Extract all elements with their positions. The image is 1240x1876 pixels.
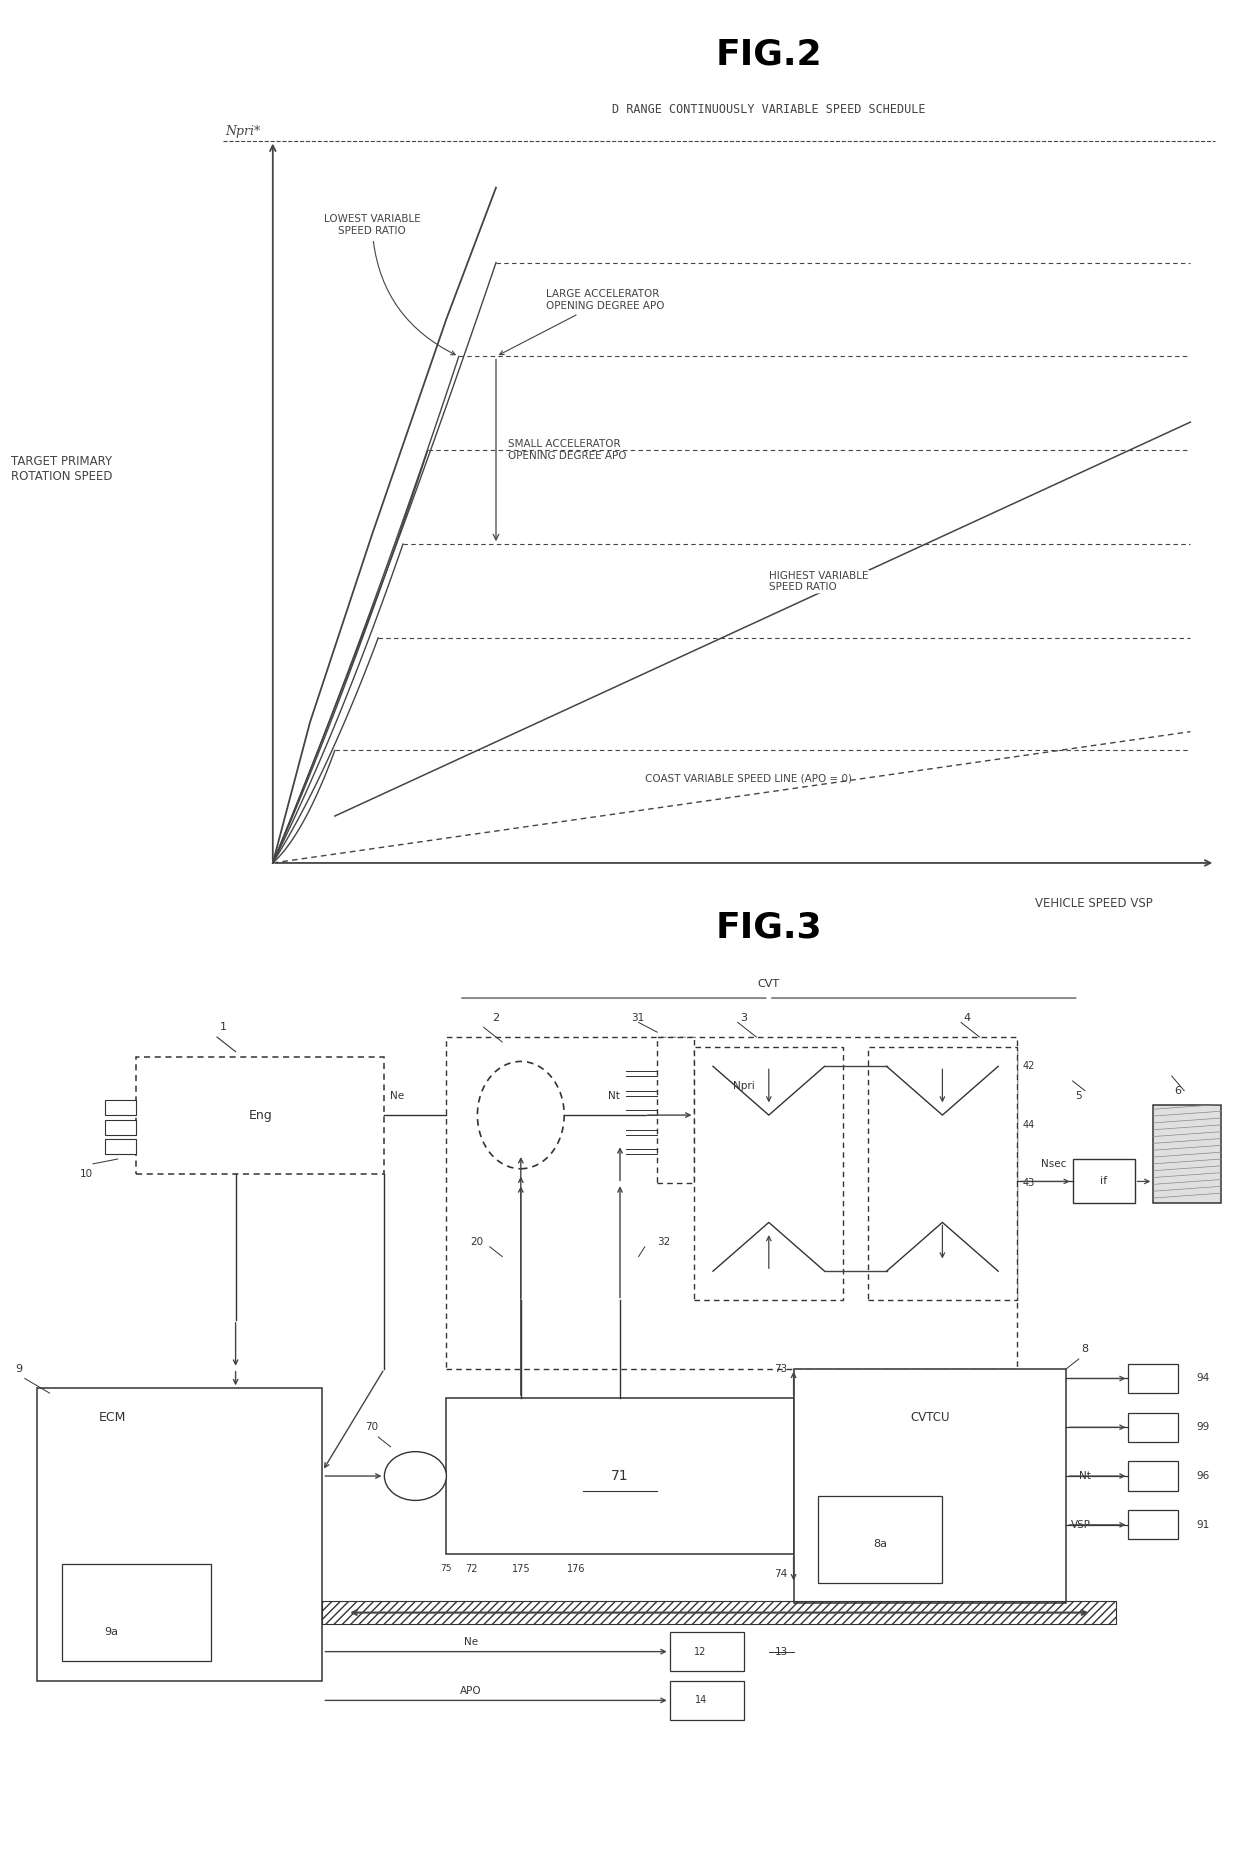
Text: 70: 70: [366, 1422, 378, 1431]
Text: 9: 9: [15, 1364, 22, 1373]
Ellipse shape: [477, 1062, 564, 1169]
Bar: [794, 1369, 1066, 1602]
Text: ▶: ▶: [418, 1471, 425, 1480]
Bar: [868, 1047, 1017, 1300]
Text: Nt: Nt: [608, 1090, 620, 1101]
Bar: [105, 1120, 136, 1135]
Text: HIGHEST VARIABLE
SPEED RATIO: HIGHEST VARIABLE SPEED RATIO: [769, 570, 868, 593]
Text: 2: 2: [492, 1013, 500, 1022]
Text: 5: 5: [1075, 1090, 1083, 1101]
Text: Eng: Eng: [248, 1109, 273, 1122]
Text: TARGET PRIMARY
ROTATION SPEED: TARGET PRIMARY ROTATION SPEED: [11, 456, 113, 482]
Text: FIG.3: FIG.3: [715, 910, 822, 944]
Text: if: if: [1100, 1176, 1107, 1186]
Text: Ne: Ne: [464, 1636, 479, 1647]
Bar: [105, 1101, 136, 1114]
Text: 32: 32: [657, 1236, 671, 1248]
Text: 12: 12: [694, 1647, 707, 1657]
Bar: [1128, 1364, 1178, 1394]
Bar: [1128, 1461, 1178, 1491]
Bar: [37, 1388, 322, 1681]
Text: 1: 1: [219, 1022, 227, 1032]
Text: 74: 74: [775, 1568, 787, 1578]
Text: APO: APO: [460, 1685, 482, 1696]
Text: 9a: 9a: [104, 1626, 119, 1638]
Bar: [670, 1681, 744, 1720]
Text: 42: 42: [1023, 1062, 1035, 1071]
Text: 3: 3: [740, 1013, 748, 1022]
Text: D RANGE CONTINUOUSLY VARIABLE SPEED SCHEDULE: D RANGE CONTINUOUSLY VARIABLE SPEED SCHE…: [613, 103, 925, 116]
Text: Nsec: Nsec: [1042, 1159, 1066, 1169]
Text: 14: 14: [694, 1696, 707, 1705]
Text: 99: 99: [1197, 1422, 1210, 1431]
Text: 72: 72: [465, 1565, 477, 1574]
Bar: [446, 1037, 1017, 1369]
Text: 43: 43: [1023, 1178, 1035, 1188]
Text: 44: 44: [1023, 1120, 1035, 1129]
Text: Npri: Npri: [733, 1081, 755, 1090]
Bar: [136, 1056, 384, 1174]
Bar: [670, 1632, 744, 1672]
Text: 20: 20: [470, 1236, 484, 1248]
Bar: [818, 1495, 942, 1583]
Text: COAST VARIABLE SPEED LINE (APO = 0): COAST VARIABLE SPEED LINE (APO = 0): [645, 773, 852, 784]
Bar: [657, 1037, 694, 1184]
Text: 8: 8: [1081, 1345, 1089, 1354]
Bar: [1128, 1510, 1178, 1540]
Bar: [1153, 1105, 1221, 1203]
Text: LARGE ACCELERATOR
OPENING DEGREE APO: LARGE ACCELERATOR OPENING DEGREE APO: [500, 289, 665, 355]
Text: 75: 75: [440, 1565, 453, 1574]
Text: Nt: Nt: [1079, 1471, 1091, 1480]
Text: Npri*: Npri*: [226, 126, 260, 137]
Text: VSP: VSP: [1071, 1520, 1091, 1529]
Bar: [1073, 1159, 1135, 1203]
Bar: [105, 1139, 136, 1154]
Text: 4: 4: [963, 1013, 971, 1022]
Circle shape: [384, 1452, 446, 1501]
Bar: [446, 1398, 794, 1553]
Text: VEHICLE SPEED VSP: VEHICLE SPEED VSP: [1035, 897, 1153, 910]
Text: 10: 10: [81, 1169, 93, 1178]
Text: 73: 73: [775, 1364, 787, 1373]
Text: 91: 91: [1197, 1520, 1210, 1529]
Text: 176: 176: [568, 1565, 585, 1574]
Text: 96: 96: [1197, 1471, 1210, 1480]
Text: 13: 13: [775, 1647, 787, 1657]
Text: 71: 71: [611, 1469, 629, 1484]
Text: Ne: Ne: [389, 1090, 404, 1101]
Text: ECM: ECM: [99, 1411, 126, 1424]
Bar: [62, 1565, 211, 1662]
Text: 6: 6: [1174, 1086, 1182, 1096]
Text: CVTCU: CVTCU: [910, 1411, 950, 1424]
Text: 175: 175: [511, 1565, 531, 1574]
Text: 94: 94: [1197, 1373, 1210, 1383]
Bar: [1128, 1413, 1178, 1443]
Text: LOWEST VARIABLE
SPEED RATIO: LOWEST VARIABLE SPEED RATIO: [324, 214, 455, 355]
Text: 8a: 8a: [873, 1540, 888, 1550]
Text: SMALL ACCELERATOR
OPENING DEGREE APO: SMALL ACCELERATOR OPENING DEGREE APO: [508, 439, 627, 461]
Bar: [694, 1047, 843, 1300]
Text: FIG.2: FIG.2: [715, 38, 822, 71]
Text: CVT: CVT: [758, 979, 780, 989]
Text: 31: 31: [631, 1013, 645, 1022]
